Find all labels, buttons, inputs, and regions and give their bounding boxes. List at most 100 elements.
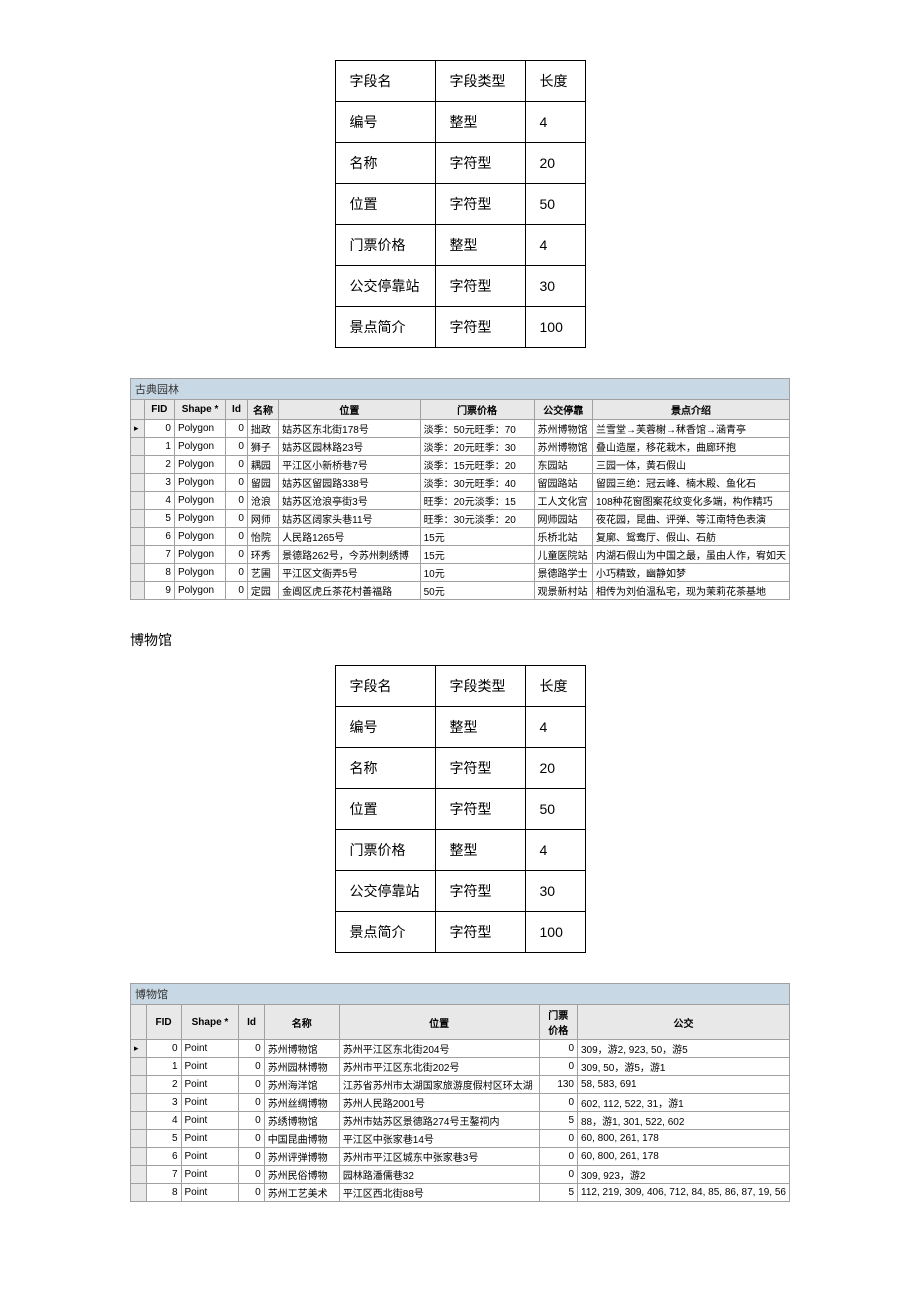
data-cell: 平江区文衙弄5号 bbox=[279, 564, 420, 582]
data-cell: 6 bbox=[146, 1148, 181, 1166]
data-cell: 5 bbox=[146, 1130, 181, 1148]
table-row[interactable]: 2Point0苏州海洋馆江苏省苏州市太湖国家旅游度假村区环太湖13058, 58… bbox=[131, 1076, 790, 1094]
data-cell: Point bbox=[181, 1184, 239, 1202]
data-cell: 淡季：50元旺季：70 bbox=[420, 420, 534, 438]
schema-cell: 位置 bbox=[335, 184, 435, 225]
data-cell: Polygon bbox=[174, 456, 225, 474]
data-cell: 60, 800, 261, 178 bbox=[578, 1148, 790, 1166]
data-cell: 观景新村站 bbox=[534, 582, 592, 600]
museum-section-label: 博物馆 bbox=[130, 630, 790, 650]
data-cell: Point bbox=[181, 1058, 239, 1076]
table-row[interactable]: 1Polygon0狮子姑苏区园林路23号淡季：20元旺季：30苏州博物馆叠山造屋… bbox=[131, 438, 790, 456]
data-header-cell: Id bbox=[226, 400, 248, 420]
row-selector[interactable] bbox=[131, 438, 145, 456]
data-cell: 2 bbox=[146, 1076, 181, 1094]
row-selector[interactable] bbox=[131, 582, 145, 600]
data-cell: Polygon bbox=[174, 564, 225, 582]
data-cell: 0 bbox=[239, 1076, 264, 1094]
data-cell: 4 bbox=[144, 492, 174, 510]
table-row[interactable]: 1Point0苏州园林博物苏州市平江区东北街202号0309, 50，游5，游1 bbox=[131, 1058, 790, 1076]
data-header-cell: FID bbox=[146, 1005, 181, 1040]
row-selector[interactable] bbox=[131, 492, 145, 510]
data-cell: 苏州平江区东北街204号 bbox=[339, 1040, 539, 1058]
schema-cell: 4 bbox=[525, 225, 585, 266]
schema-cell: 字符型 bbox=[435, 266, 525, 307]
schema2-body: 字段名字段类型长度编号整型4名称字符型20位置字符型50门票价格整型4公交停靠站… bbox=[335, 666, 585, 953]
data-cell: 6 bbox=[144, 528, 174, 546]
table-row[interactable]: 7Polygon0环秀景德路262号，今苏州刺绣博15元儿童医院站内湖石假山为中… bbox=[131, 546, 790, 564]
data-cell: 0 bbox=[239, 1094, 264, 1112]
data-cell: 艺圃 bbox=[247, 564, 278, 582]
data-cell: 0 bbox=[239, 1166, 264, 1184]
table-row[interactable]: 3Point0苏州丝绸博物苏州人民路2001号0602, 112, 522, 3… bbox=[131, 1094, 790, 1112]
data-header-cell: 位置 bbox=[339, 1005, 539, 1040]
data-header-cell: Id bbox=[239, 1005, 264, 1040]
data-cell: 5 bbox=[539, 1112, 577, 1130]
data-cell: 0 bbox=[239, 1040, 264, 1058]
row-selector[interactable] bbox=[131, 1148, 147, 1166]
row-selector[interactable] bbox=[131, 456, 145, 474]
garden-tbody: 0Polygon0拙政姑苏区东北街178号淡季：50元旺季：70苏州博物馆兰雪堂… bbox=[131, 420, 790, 600]
data-cell: 309, 50，游5，游1 bbox=[578, 1058, 790, 1076]
data-cell: 淡季：20元旺季：30 bbox=[420, 438, 534, 456]
data-cell: 金阊区虎丘茶花村善福路 bbox=[279, 582, 420, 600]
schema-table-museum: 字段名字段类型长度编号整型4名称字符型20位置字符型50门票价格整型4公交停靠站… bbox=[335, 665, 586, 953]
data-cell: 姑苏区留园路338号 bbox=[279, 474, 420, 492]
schema-cell: 50 bbox=[525, 184, 585, 225]
table-row[interactable]: 8Polygon0艺圃平江区文衙弄5号10元景德路学士小巧精致，幽静如梦 bbox=[131, 564, 790, 582]
row-selector[interactable] bbox=[131, 1058, 147, 1076]
table-row[interactable]: 4Point0苏绣博物馆苏州市姑苏区景德路274号王鏊祠内588，游1, 301… bbox=[131, 1112, 790, 1130]
data-cell: Point bbox=[181, 1130, 239, 1148]
data-cell: Polygon bbox=[174, 438, 225, 456]
table-row[interactable]: 5Point0中国昆曲博物平江区中张家巷14号060, 800, 261, 17… bbox=[131, 1130, 790, 1148]
row-selector[interactable] bbox=[131, 1184, 147, 1202]
table-row[interactable]: 2Polygon0耦园平江区小新桥巷7号淡季：15元旺季：20东园站三园一体，黄… bbox=[131, 456, 790, 474]
schema-header-cell: 字段名 bbox=[335, 61, 435, 102]
museum-table: FIDShape *Id名称位置门票价格公交 0Point0苏州博物馆苏州平江区… bbox=[130, 1004, 790, 1202]
table-row[interactable]: 8Point0苏州工艺美术平江区西北街88号5112, 219, 309, 40… bbox=[131, 1184, 790, 1202]
schema-cell: 整型 bbox=[435, 830, 525, 871]
data-cell: 平江区西北街88号 bbox=[339, 1184, 539, 1202]
data-cell: Point bbox=[181, 1040, 239, 1058]
schema-cell: 景点简介 bbox=[335, 912, 435, 953]
row-selector[interactable] bbox=[131, 1040, 147, 1058]
row-selector[interactable] bbox=[131, 546, 145, 564]
data-cell: 定园 bbox=[247, 582, 278, 600]
row-selector[interactable] bbox=[131, 420, 145, 438]
row-selector[interactable] bbox=[131, 564, 145, 582]
museum-thead: FIDShape *Id名称位置门票价格公交 bbox=[131, 1005, 790, 1040]
table-row[interactable]: 0Point0苏州博物馆苏州平江区东北街204号0309，游2, 923, 50… bbox=[131, 1040, 790, 1058]
garden-title: 古典园林 bbox=[130, 378, 790, 399]
schema-header-cell: 长度 bbox=[525, 61, 585, 102]
schema-cell: 30 bbox=[525, 871, 585, 912]
schema-cell: 字符型 bbox=[435, 184, 525, 225]
table-row[interactable]: 9Polygon0定园金阊区虎丘茶花村善福路50元观景新村站相传为刘伯温私宅，现… bbox=[131, 582, 790, 600]
data-cell: 0 bbox=[226, 582, 248, 600]
data-cell: 苏州民俗博物 bbox=[264, 1166, 339, 1184]
row-selector[interactable] bbox=[131, 1130, 147, 1148]
table-row[interactable]: 0Polygon0拙政姑苏区东北街178号淡季：50元旺季：70苏州博物馆兰雪堂… bbox=[131, 420, 790, 438]
data-cell: 平江区中张家巷14号 bbox=[339, 1130, 539, 1148]
row-selector[interactable] bbox=[131, 474, 145, 492]
schema-cell: 整型 bbox=[435, 225, 525, 266]
museum-tbody: 0Point0苏州博物馆苏州平江区东北街204号0309，游2, 923, 50… bbox=[131, 1040, 790, 1202]
table-row[interactable]: 4Polygon0沧浪姑苏区沧浪亭街3号旺季：20元淡季：15工人文化宫108种… bbox=[131, 492, 790, 510]
data-cell: 0 bbox=[226, 510, 248, 528]
table-row[interactable]: 5Polygon0网师姑苏区阔家头巷11号旺季：30元淡季：20网师园站夜花园，… bbox=[131, 510, 790, 528]
data-cell: 兰雪堂→芙蓉榭→秫香馆→涵青亭 bbox=[593, 420, 790, 438]
data-cell: 苏州丝绸博物 bbox=[264, 1094, 339, 1112]
row-selector[interactable] bbox=[131, 528, 145, 546]
table-row[interactable]: 7Point0苏州民俗博物园林路潘儒巷320309, 923，游2 bbox=[131, 1166, 790, 1184]
table-row[interactable]: 6Point0苏州评弹博物苏州市平江区城东中张家巷3号060, 800, 261… bbox=[131, 1148, 790, 1166]
data-cell: Point bbox=[181, 1148, 239, 1166]
schema-cell: 50 bbox=[525, 789, 585, 830]
data-cell: 0 bbox=[226, 492, 248, 510]
row-selector[interactable] bbox=[131, 510, 145, 528]
row-selector[interactable] bbox=[131, 1112, 147, 1130]
table-row[interactable]: 6Polygon0怡院人民路1265号15元乐桥北站复廓、鸳鸯厅、假山、石舫 bbox=[131, 528, 790, 546]
row-selector[interactable] bbox=[131, 1076, 147, 1094]
schema-cell: 字符型 bbox=[435, 307, 525, 348]
table-row[interactable]: 3Polygon0留园姑苏区留园路338号淡季：30元旺季：40留园路站留园三绝… bbox=[131, 474, 790, 492]
row-selector[interactable] bbox=[131, 1166, 147, 1184]
row-selector[interactable] bbox=[131, 1094, 147, 1112]
